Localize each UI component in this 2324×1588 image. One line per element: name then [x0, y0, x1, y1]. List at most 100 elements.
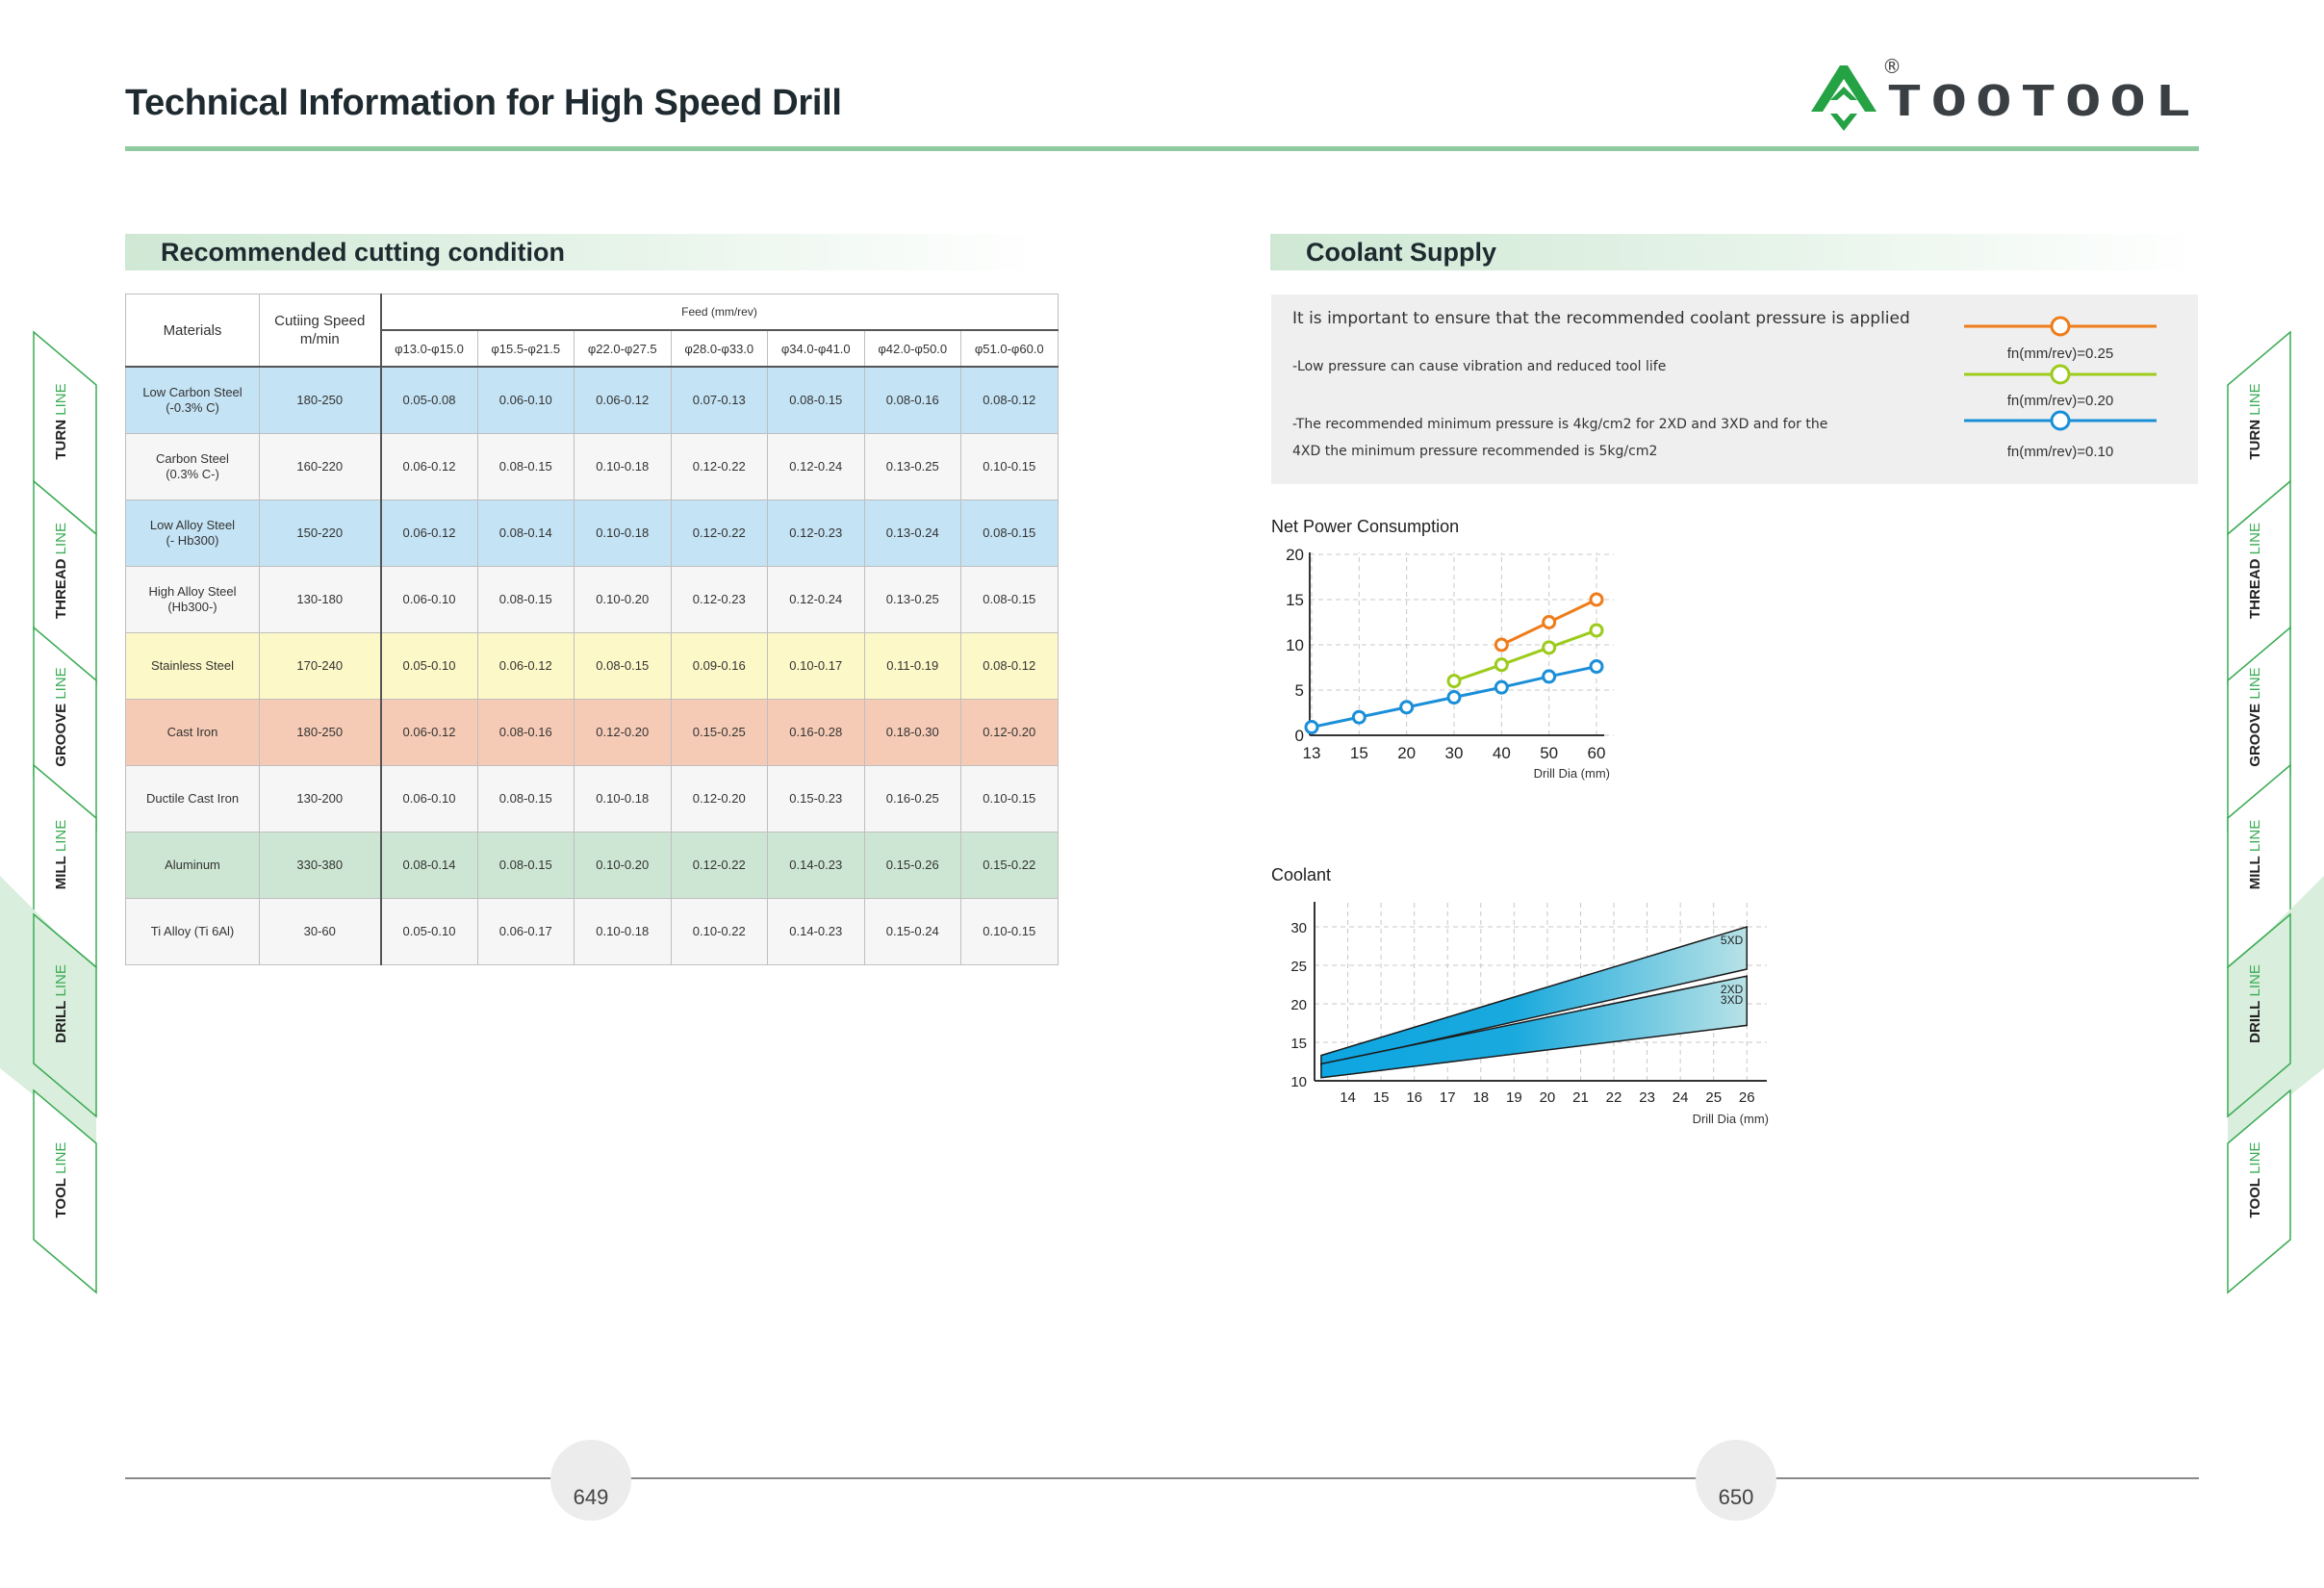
- data-point: [1589, 623, 1604, 638]
- y-tick-label: 20: [1290, 997, 1307, 1013]
- feed-cell: 0.08-0.15: [574, 631, 672, 700]
- band-label: 2XD: [1721, 983, 1744, 996]
- feed-cell: 0.15-0.23: [767, 764, 865, 832]
- power-chart-title: Net Power Consumption: [1271, 517, 1460, 536]
- legend-label: fn(mm/rev)=0.10: [2007, 444, 2113, 460]
- side-tab-shape: [2227, 1089, 2291, 1294]
- material-cell: Stainless Steel: [125, 631, 260, 700]
- feed-cell: 0.08-0.15: [476, 764, 575, 832]
- x-tick-label: 15: [1350, 744, 1368, 762]
- feed-cell: 0.05-0.10: [380, 897, 478, 965]
- coolant-info-box: It is important to ensure that the recom…: [1271, 295, 2198, 484]
- side-tab-shape: [33, 912, 97, 1118]
- feed-cell: 0.12-0.22: [670, 499, 768, 567]
- table-row: Aluminum 330-380 0.08-0.14 0.08-0.15 0.10-0.…: [125, 831, 1059, 899]
- feed-cell: 0.12-0.20: [670, 764, 768, 832]
- side-tab-suffix: LINE: [2247, 667, 2263, 699]
- y-tick-label: 0: [1295, 727, 1304, 745]
- data-point: [1446, 674, 1462, 689]
- coolant-info-text: 4XD the minimum pressure recommended is …: [1292, 444, 1658, 459]
- x-axis-label: Drill Dia (mm): [1534, 766, 1610, 781]
- x-tick-label: 24: [1673, 1089, 1689, 1106]
- material-cell: Low Carbon Steel (-0.3% C): [125, 366, 260, 434]
- side-tab-suffix: LINE: [53, 1142, 69, 1174]
- side-tab-turn[interactable]: TURN LINE: [2227, 330, 2291, 536]
- feed-cell: 0.10-0.20: [574, 565, 672, 633]
- speed-cell: 130-200: [259, 764, 382, 832]
- table-row: High Alloy Steel (Hb300-) 130-180 0.06-0.1…: [125, 565, 1059, 633]
- feed-cell: 0.08-0.15: [476, 831, 575, 899]
- legend-item: fn(mm/rev)=0.25: [1964, 316, 2157, 362]
- brand-logo: ® TOOTOOL: [1811, 55, 2193, 131]
- feed-cell: 0.15-0.22: [960, 831, 1059, 899]
- feed-cell: 0.08-0.15: [767, 366, 865, 434]
- speed-cell: 30-60: [259, 897, 382, 965]
- feed-cell: 0.08-0.15: [960, 499, 1059, 567]
- side-tab-word: TURN: [2247, 420, 2263, 460]
- data-point: [1494, 657, 1509, 673]
- header-feed: Feed (mm/rev): [380, 294, 1059, 331]
- feed-cell: 0.05-0.08: [380, 366, 478, 434]
- x-tick-label: 17: [1440, 1089, 1456, 1106]
- feed-cell: 0.06-0.12: [574, 366, 672, 434]
- feed-cell: 0.15-0.25: [670, 698, 768, 766]
- material-cell: Ti Alloy (Ti 6Al): [125, 897, 260, 965]
- side-tab-label: GROOVE LINE: [53, 667, 69, 766]
- side-tab-label: TURN LINE: [2247, 383, 2263, 459]
- side-tab-word: MILL: [2247, 856, 2263, 889]
- feed-cell: 0.06-0.17: [476, 897, 575, 965]
- feed-cell: 0.12-0.20: [960, 698, 1059, 766]
- side-tab-word: THREAD: [53, 558, 69, 619]
- table-row: Stainless Steel 170-240 0.05-0.10 0.06-0.12…: [125, 631, 1059, 700]
- data-point: [1446, 690, 1462, 705]
- side-tab-word: TOOL: [2247, 1178, 2263, 1217]
- data-point: [1589, 592, 1604, 607]
- feed-cell: 0.13-0.24: [863, 499, 961, 567]
- header-divider: [125, 146, 2199, 151]
- side-tab-tool[interactable]: TOOL LINE: [33, 1089, 97, 1294]
- speed-cell: 130-180: [259, 565, 382, 633]
- feed-cell: 0.18-0.30: [863, 698, 961, 766]
- y-tick-label: 20: [1286, 546, 1304, 564]
- side-tab-mill[interactable]: MILL LINE: [33, 763, 97, 969]
- side-tab-thread[interactable]: THREAD LINE: [2227, 479, 2291, 685]
- x-tick-label: 19: [1506, 1089, 1522, 1106]
- band-label: 5XD: [1721, 934, 1744, 947]
- legend-item: fn(mm/rev)=0.10: [1964, 410, 2157, 460]
- x-tick-label: 60: [1588, 744, 1606, 762]
- side-tab-label: THREAD LINE: [2247, 523, 2263, 619]
- feed-cell: 0.08-0.14: [380, 831, 478, 899]
- side-tab-suffix: LINE: [2247, 1142, 2263, 1174]
- side-tab-suffix: LINE: [53, 820, 69, 852]
- data-point: [1542, 669, 1557, 684]
- x-tick-label: 13: [1303, 744, 1321, 762]
- side-tab-shape: [2227, 912, 2291, 1118]
- table-row: Carbon Steel (0.3% C-) 160-220 0.06-0.12 0.…: [125, 432, 1059, 500]
- feed-cell: 0.12-0.20: [574, 698, 672, 766]
- band-label: 3XD: [1721, 993, 1744, 1007]
- side-tab-label: TOOL LINE: [53, 1142, 69, 1218]
- side-tab-label: THREAD LINE: [53, 523, 69, 619]
- feed-cell: 0.05-0.10: [380, 631, 478, 700]
- side-tab-tool[interactable]: TOOL LINE: [2227, 1089, 2291, 1294]
- side-tab-thread[interactable]: THREAD LINE: [33, 479, 97, 685]
- x-tick-label: 21: [1572, 1089, 1589, 1106]
- side-tab-drill[interactable]: DRILL LINE: [2227, 876, 2324, 1145]
- side-tab-suffix: LINE: [53, 667, 69, 699]
- side-tab-drill[interactable]: DRILL LINE: [0, 876, 97, 1145]
- feed-cell: 0.09-0.16: [670, 631, 768, 700]
- table-row: Ti Alloy (Ti 6Al) 30-60 0.05-0.10 0.06-0.17…: [125, 897, 1059, 965]
- side-tab-suffix: LINE: [2247, 383, 2263, 415]
- feed-cell: 0.06-0.12: [476, 631, 575, 700]
- side-tab-shape: [33, 1089, 97, 1294]
- feed-cell: 0.13-0.25: [863, 432, 961, 500]
- page-number-left: 649: [573, 1485, 609, 1509]
- header-feed-range: φ51.0-φ60.0: [960, 329, 1059, 368]
- feed-cell: 0.08-0.12: [960, 631, 1059, 700]
- side-tab-mill[interactable]: MILL LINE: [2227, 763, 2291, 969]
- feed-cell: 0.10-0.18: [574, 499, 672, 567]
- y-tick-label: 5: [1295, 681, 1304, 700]
- feed-cell: 0.06-0.12: [380, 499, 478, 567]
- x-tick-label: 20: [1397, 744, 1416, 762]
- coolant-info-text: -Low pressure can cause vibration and re…: [1292, 359, 1667, 374]
